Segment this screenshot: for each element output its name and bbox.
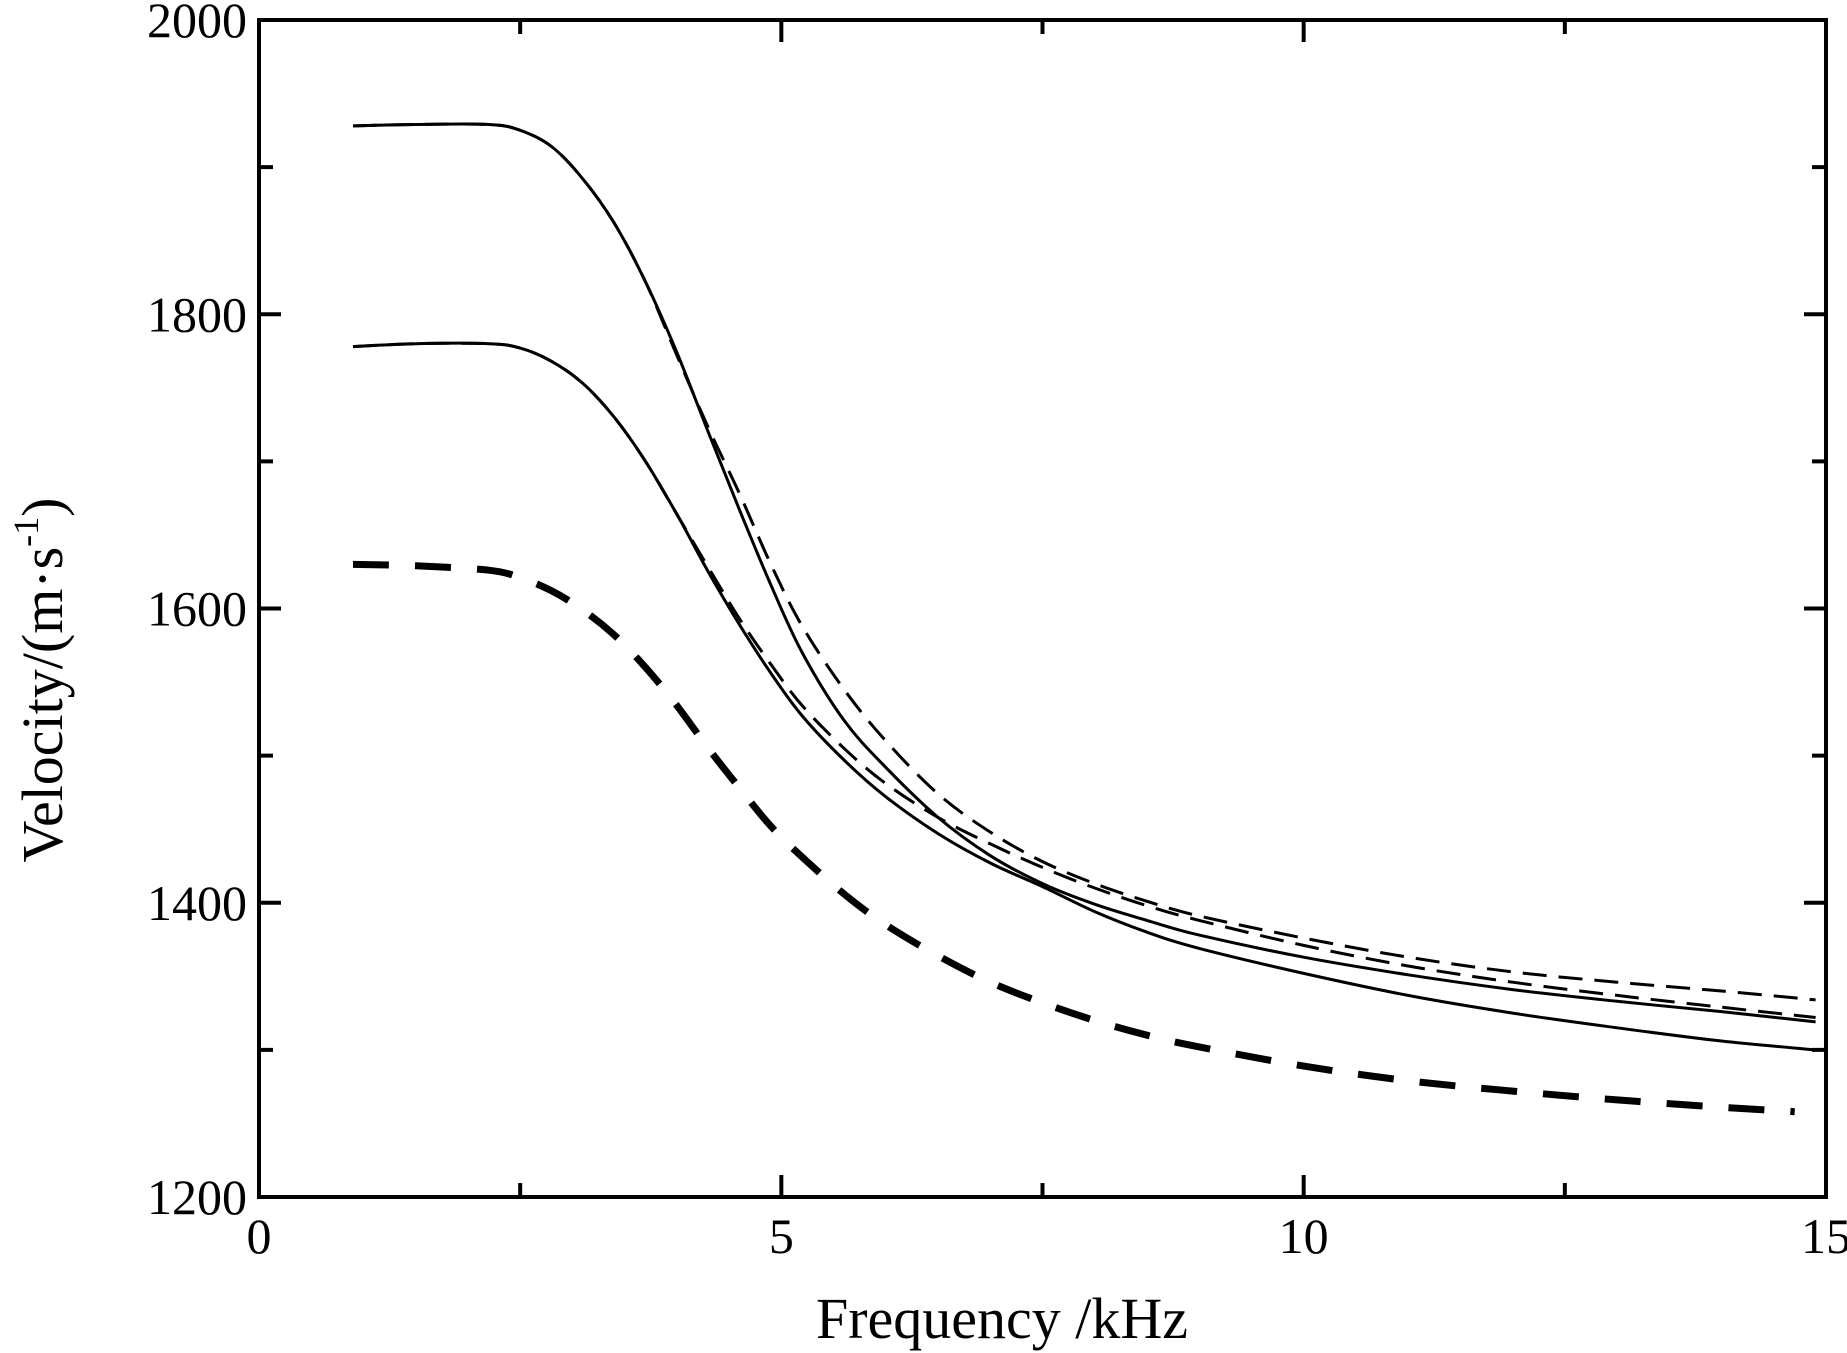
y-tick-label: 1400 xyxy=(147,875,247,931)
series-line-2 xyxy=(352,122,1816,1002)
x-tick-label: 5 xyxy=(769,1208,794,1264)
y-tick-label: 1800 xyxy=(147,286,247,342)
y-tick-labels: 1200 1400 1600 1800 2000 xyxy=(147,0,247,1225)
x-tick-label: 15 xyxy=(1801,1208,1847,1264)
series-line-5 xyxy=(352,560,1795,1116)
y-axis-title-close: ) xyxy=(10,497,75,516)
tick-marks xyxy=(259,20,1826,1197)
y-axis-title: Velocity/(m·s-1) xyxy=(6,497,75,862)
plot-area xyxy=(257,18,1828,1199)
series-line-1 xyxy=(352,122,1816,1024)
x-axis-title: Frequency /kHz xyxy=(816,1286,1188,1351)
series-line-4 xyxy=(352,341,1816,1019)
y-tick-label: 2000 xyxy=(147,0,247,48)
x-tick-labels: 0 5 10 15 xyxy=(247,1208,1847,1264)
series-group xyxy=(352,122,1816,1116)
y-tick-label: 1200 xyxy=(147,1169,247,1225)
x-tick-label: 0 xyxy=(247,1208,272,1264)
plot-frame xyxy=(257,18,1828,1199)
series-line-3 xyxy=(352,341,1816,1052)
y-axis-title-superscript: -1 xyxy=(6,517,46,547)
y-tick-label: 1600 xyxy=(147,581,247,637)
x-tick-label: 10 xyxy=(1279,1208,1329,1264)
y-axis-title-main: Velocity/(m·s xyxy=(10,547,75,863)
